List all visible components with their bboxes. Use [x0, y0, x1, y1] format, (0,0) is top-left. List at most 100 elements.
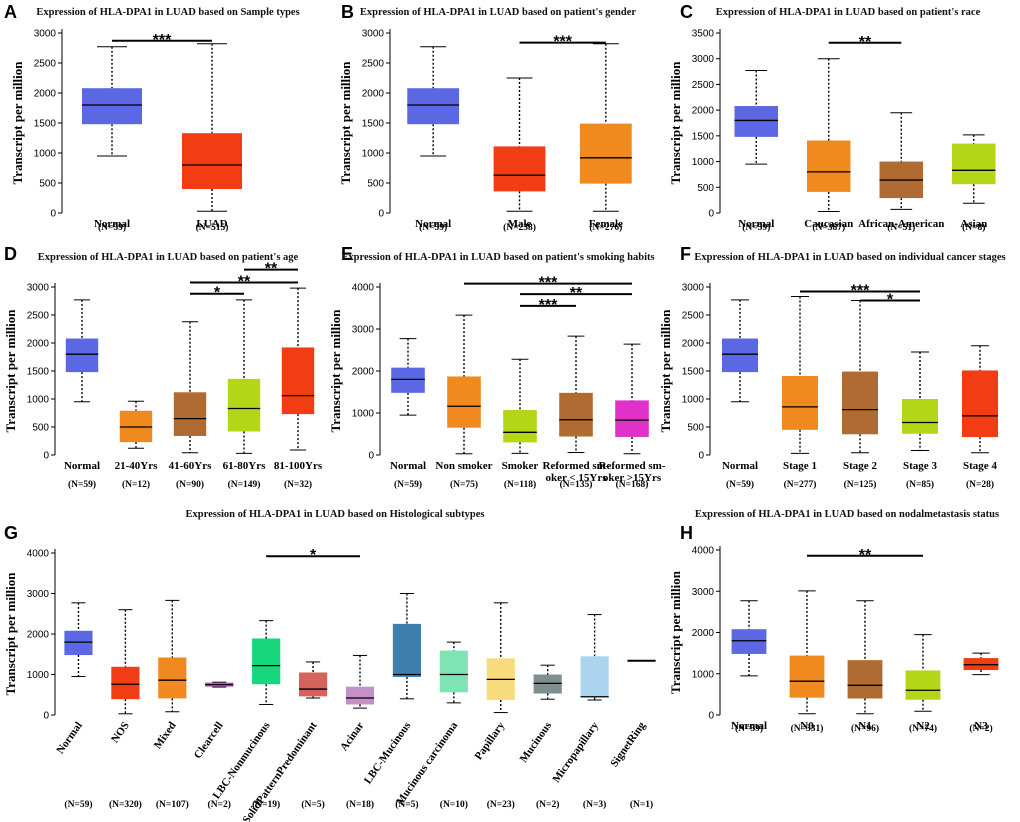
box-8 — [392, 593, 421, 700]
x-label: Smoker — [502, 460, 539, 472]
iqr-box — [64, 630, 93, 656]
n-count: (N=387) — [812, 222, 845, 233]
y-axis-label: Transcript per million — [328, 309, 343, 433]
y-tick-label: 3000 — [27, 283, 50, 294]
panel-C: C Expression of HLA-DPA1 in LUAD based on… — [668, 2, 996, 233]
panel-letter: G — [4, 523, 18, 543]
x-label: Mucinous — [518, 719, 555, 765]
y-tick-label: 2000 — [27, 630, 50, 641]
y-tick-label: 2000 — [692, 106, 715, 117]
y-tick-label: 1000 — [682, 395, 705, 406]
n-count: (N=90) — [176, 479, 204, 490]
box-5 — [615, 343, 649, 455]
y-tick-label: 2000 — [34, 89, 57, 100]
box-1 — [722, 299, 758, 403]
n-count: (N=96) — [851, 723, 879, 734]
chart-title: Expression of HLA-DPA1 in LUAD based on … — [716, 7, 981, 18]
x-label: Acinar — [338, 720, 366, 754]
x-label: N1 — [858, 720, 871, 732]
box-5 — [962, 345, 998, 454]
box-2 — [782, 296, 818, 454]
box-4 — [205, 681, 234, 688]
iqr-box — [299, 672, 328, 697]
y-tick-label: 1500 — [34, 119, 57, 130]
y-tick-label: 0 — [708, 209, 714, 220]
x-label: 61-80Yrs — [223, 460, 266, 472]
x-label: NOS — [109, 720, 132, 745]
box-3 — [158, 599, 187, 713]
iqr-box — [734, 106, 778, 137]
box-2 — [789, 590, 825, 715]
x-label: Normal — [64, 460, 100, 472]
iqr-box — [559, 392, 593, 437]
n-count: (N=59) — [726, 479, 754, 490]
box-5 — [281, 287, 315, 451]
y-tick-label: 0 — [43, 451, 49, 462]
n-count: (N=238) — [503, 222, 536, 233]
y-tick-label: 3000 — [27, 589, 50, 600]
y-tick-label: 0 — [50, 209, 56, 220]
iqr-box — [447, 376, 481, 428]
iqr-box — [158, 657, 187, 699]
x-label: Stage 2 — [843, 460, 877, 472]
box-12 — [580, 614, 609, 701]
iqr-box — [345, 686, 375, 705]
y-tick-label: 1000 — [34, 149, 57, 160]
box-5 — [963, 652, 999, 676]
n-count: (N=12) — [122, 479, 150, 490]
significance-label: * — [310, 547, 317, 564]
y-tick-label: 4000 — [27, 549, 50, 560]
box-4 — [227, 299, 261, 454]
x-label: Normal — [722, 460, 758, 472]
x-label: 81-100Yrs — [274, 460, 323, 472]
y-tick-label: 3000 — [362, 29, 385, 40]
y-tick-label: 0 — [708, 711, 714, 722]
y-tick-label: 2000 — [362, 89, 385, 100]
x-label: N3 — [974, 720, 988, 732]
y-tick-label: 1000 — [692, 157, 715, 168]
x-label: Normal — [54, 720, 85, 756]
y-tick-label: 500 — [697, 183, 714, 194]
x-label: Stage 3 — [903, 460, 937, 472]
y-tick-label: 2500 — [362, 59, 385, 70]
n-count: (N=59) — [735, 723, 763, 734]
y-tick-label: 1000 — [27, 395, 50, 406]
box-1 — [391, 338, 425, 416]
iqr-box — [782, 376, 818, 430]
n-count: (N=2) — [208, 799, 231, 810]
y-tick-label: 4000 — [352, 283, 375, 294]
significance-label: *** — [153, 32, 172, 49]
n-count: (N=515) — [196, 222, 229, 233]
iqr-box — [281, 347, 315, 415]
x-label: Stage 4 — [963, 460, 997, 472]
box-3 — [503, 358, 537, 454]
significance-label: * — [214, 285, 221, 302]
iqr-box — [493, 146, 546, 192]
n-count: (N=51) — [887, 222, 915, 233]
y-tick-label: 1000 — [27, 670, 50, 681]
iqr-box — [902, 399, 938, 434]
iqr-box — [905, 670, 941, 700]
panel-B: B Expression of HLA-DPA1 in LUAD based on… — [338, 2, 636, 233]
box-4 — [905, 634, 941, 712]
n-count: (N=2) — [969, 723, 992, 734]
y-tick-label: 4000 — [692, 546, 715, 557]
n-count: (N=1) — [630, 799, 653, 810]
box-1 — [82, 46, 142, 157]
box-3 — [842, 299, 878, 454]
y-tick-label: 3000 — [692, 587, 715, 598]
box-4 — [559, 335, 593, 453]
iqr-box — [807, 140, 851, 192]
panel-letter: C — [680, 2, 693, 22]
x-label: LBC-Mucinous — [362, 719, 414, 786]
panel-letter: A — [4, 2, 17, 22]
y-axis-label: Transcript per million — [668, 570, 683, 694]
box-3 — [879, 112, 923, 210]
n-count: (N=19) — [252, 799, 280, 810]
box-6 — [299, 661, 328, 699]
iqr-box — [392, 623, 421, 677]
box-3 — [579, 43, 632, 212]
n-count: (N=32) — [284, 479, 312, 490]
x-label: SignetRing — [608, 719, 648, 769]
x-label: Micropapillary — [550, 719, 601, 785]
